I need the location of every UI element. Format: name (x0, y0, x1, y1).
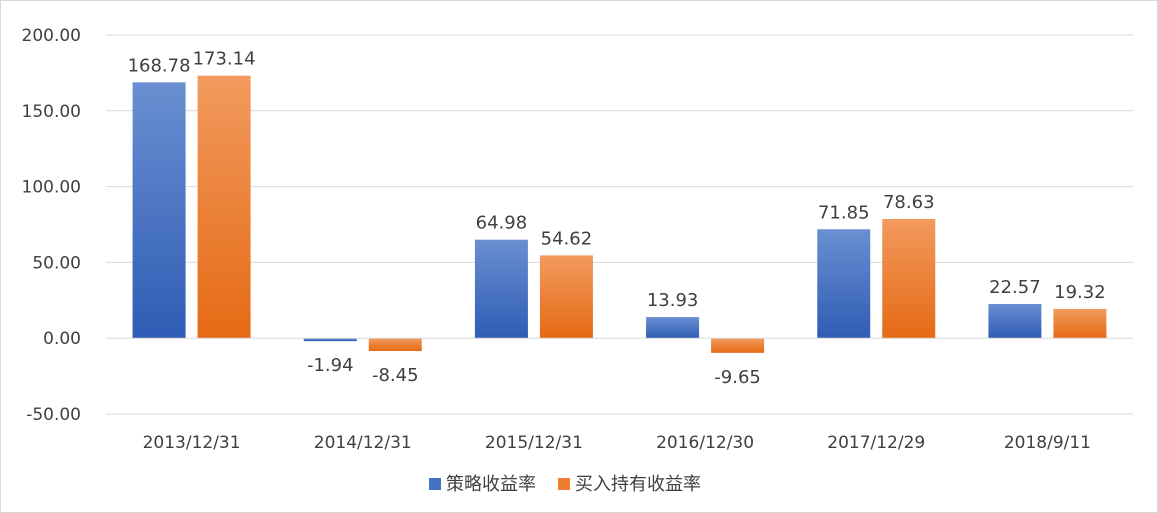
data-label: 13.93 (647, 290, 699, 311)
bar-strategy (817, 229, 871, 339)
legend-label: 策略收益率 (446, 474, 536, 495)
y-tick-label: 150.00 (22, 102, 81, 122)
data-label: 168.78 (128, 55, 191, 76)
x-category-label: 2015/12/31 (485, 433, 583, 453)
data-label: 22.57 (989, 277, 1041, 298)
data-label: -9.65 (714, 367, 761, 388)
y-axis-ticks: 200.00 150.00 100.00 50.00 0.00 -50.00 (22, 26, 81, 425)
legend-label: 买入持有收益率 (575, 474, 701, 495)
y-tick-label: -50.00 (26, 405, 81, 425)
y-tick-label: 100.00 (22, 178, 81, 198)
x-category-label: 2017/12/29 (827, 433, 925, 453)
x-category-label: 2014/12/31 (314, 433, 412, 453)
data-label: 54.62 (541, 228, 593, 249)
legend: 策略收益率 买入持有收益率 (429, 474, 701, 495)
gridlines (106, 34, 1133, 415)
data-labels: 168.78 173.14 -1.94 -8.45 64.98 54.62 13.93 -9.… (128, 49, 1106, 388)
data-label: 19.32 (1054, 282, 1106, 303)
data-label: 71.85 (818, 202, 870, 223)
bar-buy-hold (882, 218, 936, 339)
data-label: 64.98 (476, 213, 528, 234)
bar-strategy (988, 303, 1042, 339)
bars (132, 75, 1107, 353)
bar-buy-hold (1053, 308, 1107, 339)
x-axis-categories: 2013/12/31 2014/12/31 2015/12/31 2016/12/30… (143, 433, 1091, 453)
x-category-label: 2016/12/30 (656, 433, 754, 453)
bar-strategy (646, 317, 700, 339)
y-tick-label: 200.00 (22, 26, 81, 46)
bar-buy-hold (368, 338, 422, 352)
bar-strategy (303, 338, 357, 342)
bar-strategy (474, 239, 528, 339)
bar-buy-hold (711, 338, 765, 353)
bar-buy-hold (539, 255, 593, 339)
legend-swatch (558, 478, 570, 490)
y-tick-label: 50.00 (32, 253, 81, 273)
legend-swatch (429, 478, 441, 490)
data-label: 173.14 (193, 49, 256, 70)
bar-strategy (132, 82, 186, 339)
data-label: -8.45 (372, 365, 419, 386)
x-category-label: 2018/9/11 (1004, 433, 1091, 453)
data-label: 78.63 (883, 192, 935, 213)
bar-buy-hold (197, 75, 251, 339)
data-label: -1.94 (307, 355, 354, 376)
y-tick-label: 0.00 (43, 329, 81, 349)
x-category-label: 2013/12/31 (143, 433, 241, 453)
